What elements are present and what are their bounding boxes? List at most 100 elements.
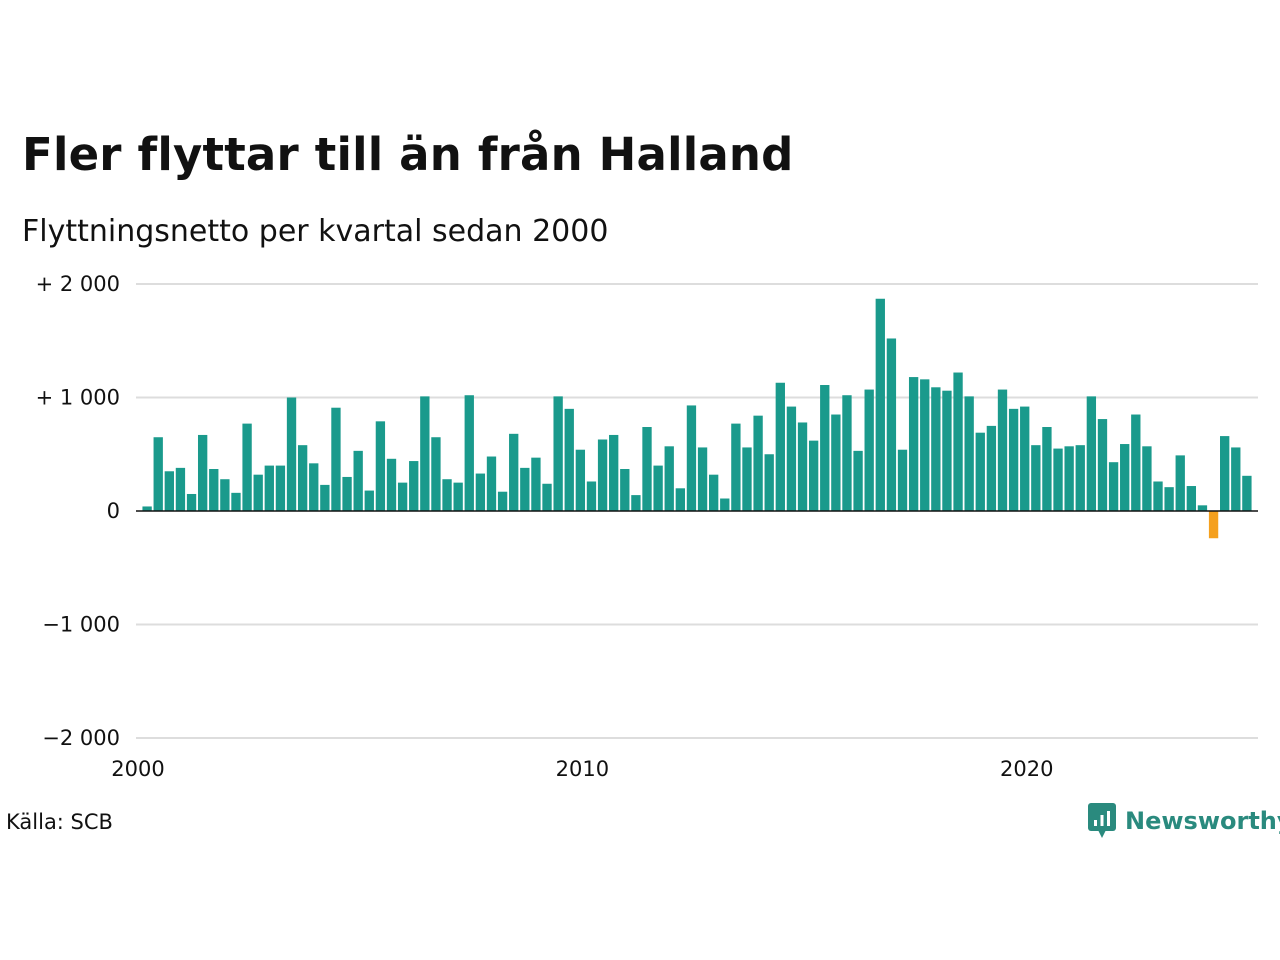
bar-8 bbox=[231, 492, 241, 511]
bar-97 bbox=[1220, 436, 1230, 511]
bar-84 bbox=[1075, 445, 1085, 511]
y-tick-label-4: −2 000 bbox=[42, 726, 120, 750]
bar-71 bbox=[931, 387, 941, 511]
bar-67 bbox=[886, 338, 897, 511]
x-axis-ticks: 2000 2010 2020 bbox=[111, 757, 1053, 781]
bar-6 bbox=[209, 469, 219, 511]
bar-80 bbox=[1031, 445, 1041, 511]
bar-98 bbox=[1231, 447, 1241, 511]
bar-35 bbox=[531, 457, 541, 511]
bar-63 bbox=[842, 395, 852, 511]
bar-44 bbox=[631, 495, 641, 511]
bar-28 bbox=[453, 482, 463, 512]
bar-86 bbox=[1097, 419, 1108, 511]
bar-22 bbox=[386, 458, 397, 511]
bar-3 bbox=[175, 467, 186, 511]
y-tick-label-2: 0 bbox=[107, 499, 120, 523]
bar-18 bbox=[342, 476, 352, 511]
chart-subtitle: Flyttningsnetto per kvartal sedan 2000 bbox=[22, 214, 609, 249]
bar-59 bbox=[797, 422, 808, 511]
bar-96 bbox=[1208, 511, 1219, 539]
bar-89 bbox=[1131, 414, 1141, 511]
bar-48 bbox=[675, 488, 685, 511]
bar-62 bbox=[831, 414, 841, 511]
bar-52 bbox=[720, 498, 730, 511]
bar-70 bbox=[920, 379, 930, 511]
bar-13 bbox=[286, 397, 297, 511]
bar-94 bbox=[1186, 486, 1197, 511]
bar-30 bbox=[475, 473, 486, 511]
bar-23 bbox=[397, 482, 408, 512]
x-tick-label-2: 2020 bbox=[1000, 757, 1053, 781]
bar-9 bbox=[242, 423, 252, 511]
bar-47 bbox=[664, 446, 674, 511]
bar-60 bbox=[808, 440, 819, 511]
bar-55 bbox=[753, 415, 763, 511]
bar-99 bbox=[1242, 475, 1252, 511]
bars bbox=[142, 298, 1252, 539]
bar-87 bbox=[1108, 462, 1119, 511]
bar-42 bbox=[609, 434, 619, 511]
x-tick-label-0: 2000 bbox=[111, 757, 164, 781]
bar-85 bbox=[1086, 396, 1097, 511]
bar-93 bbox=[1175, 455, 1185, 511]
bar-33 bbox=[509, 433, 519, 511]
bar-43 bbox=[620, 469, 630, 511]
bar-26 bbox=[431, 437, 441, 511]
bar-69 bbox=[908, 377, 919, 511]
bar-76 bbox=[986, 425, 997, 512]
bar-77 bbox=[997, 389, 1008, 511]
bar-61 bbox=[820, 385, 830, 511]
bar-72 bbox=[942, 390, 952, 511]
gridlines bbox=[136, 283, 1258, 739]
bar-10 bbox=[253, 474, 263, 511]
bar-56 bbox=[764, 454, 774, 511]
bar-31 bbox=[486, 456, 497, 511]
bar-78 bbox=[1008, 408, 1019, 511]
bar-36 bbox=[542, 483, 552, 511]
brand-name: Newsworthy bbox=[1125, 807, 1280, 835]
bar-58 bbox=[786, 406, 797, 511]
bar-49 bbox=[686, 405, 697, 511]
bar-11 bbox=[264, 465, 274, 511]
bar-29 bbox=[464, 395, 474, 511]
bar-66 bbox=[875, 298, 885, 511]
bar-32 bbox=[497, 491, 508, 511]
bar-24 bbox=[409, 461, 419, 511]
bar-34 bbox=[520, 467, 530, 511]
bar-45 bbox=[642, 427, 652, 511]
bar-90 bbox=[1142, 446, 1152, 511]
bar-57 bbox=[775, 382, 785, 511]
y-axis-ticks: + 2 000 + 1 000 0 −1 000 −2 000 bbox=[36, 272, 120, 750]
bar-41 bbox=[597, 439, 608, 511]
bar-64 bbox=[853, 450, 863, 511]
bar-68 bbox=[897, 449, 908, 511]
bar-92 bbox=[1164, 487, 1174, 511]
bar-83 bbox=[1064, 446, 1074, 511]
newsworthy-logo[interactable]: Newsworthy bbox=[1088, 803, 1280, 839]
bar-74 bbox=[964, 396, 974, 511]
bar-65 bbox=[864, 389, 874, 511]
bar-2 bbox=[164, 471, 174, 511]
newsworthy-chat-bars-icon bbox=[1088, 803, 1116, 838]
bar-37 bbox=[553, 396, 563, 511]
bar-95 bbox=[1197, 505, 1208, 511]
x-tick-label-1: 2010 bbox=[556, 757, 609, 781]
bar-14 bbox=[297, 445, 308, 511]
bar-17 bbox=[331, 407, 341, 511]
bar-82 bbox=[1053, 448, 1063, 511]
bar-1 bbox=[153, 437, 163, 511]
bar-5 bbox=[197, 434, 208, 511]
bar-27 bbox=[442, 479, 452, 511]
bar-20 bbox=[364, 490, 374, 511]
bar-79 bbox=[1020, 406, 1030, 511]
bar-88 bbox=[1120, 444, 1130, 511]
source-label: Källa: SCB bbox=[6, 810, 113, 834]
chart-title: Fler flyttar till än från Halland bbox=[22, 128, 794, 181]
bar-4 bbox=[186, 493, 197, 511]
bar-0 bbox=[142, 506, 152, 511]
bar-16 bbox=[320, 484, 330, 511]
bar-25 bbox=[420, 396, 430, 511]
bar-51 bbox=[709, 474, 719, 511]
